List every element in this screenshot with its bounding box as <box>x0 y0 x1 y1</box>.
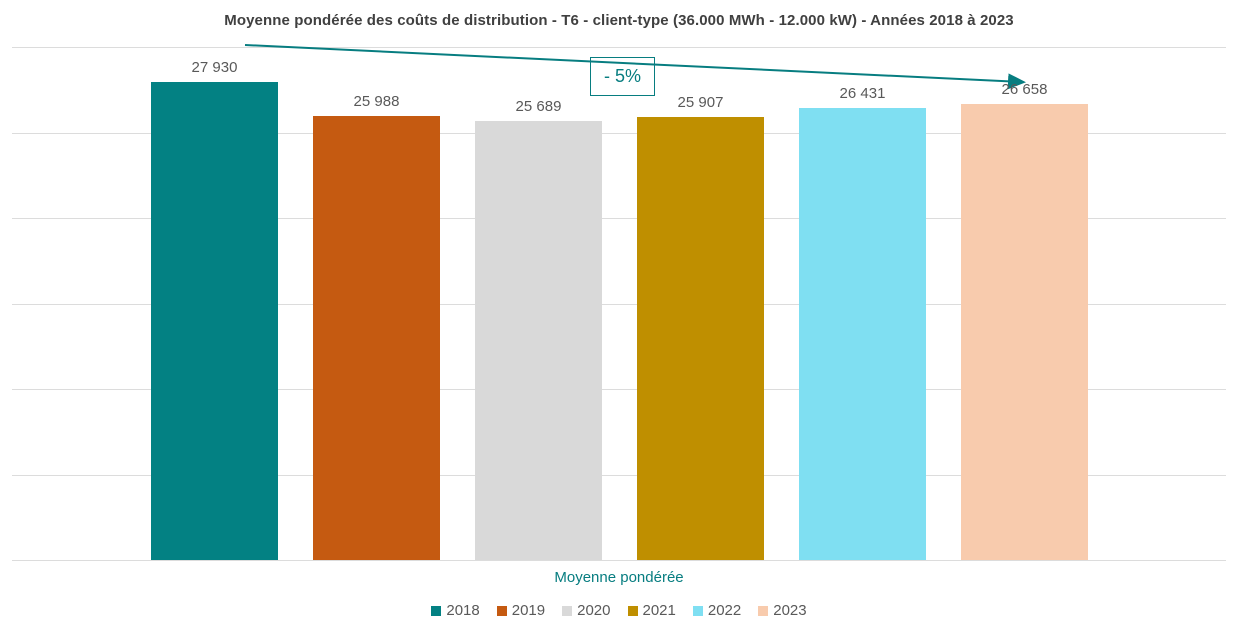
legend-item-2022: 2022 <box>692 602 742 619</box>
legend-swatch-icon <box>562 605 573 616</box>
legend-label: 2022 <box>707 602 742 619</box>
data-label-2021: 25 907 <box>677 94 724 111</box>
gridline <box>12 560 1226 561</box>
x-axis-label: Moyenne pondérée <box>554 569 684 586</box>
bar-2019 <box>313 116 440 560</box>
gridline <box>12 133 1226 134</box>
legend-item-2019: 2019 <box>496 602 546 619</box>
annotation-box: - 5% <box>590 57 655 96</box>
legend-swatch-icon <box>431 605 442 616</box>
data-label-2019: 25 988 <box>353 93 400 110</box>
bar-2023 <box>961 104 1088 560</box>
gridline <box>12 304 1226 305</box>
annotation-label: - 5% <box>603 66 641 86</box>
legend: 2018 2019 2020 2021 2022 2023 <box>0 602 1238 619</box>
data-label-2023: 26 658 <box>1001 81 1048 98</box>
plot-area: - 5% 27 930 25 988 25 689 25 907 26 431 26 65… <box>12 44 1226 561</box>
legend-item-2023: 2023 <box>758 602 807 619</box>
legend-label: 2020 <box>577 602 611 619</box>
legend-item-2021: 2021 <box>627 602 676 619</box>
bar-2018 <box>151 82 278 560</box>
legend-label: 2023 <box>773 602 807 619</box>
legend-swatch-icon <box>627 605 638 616</box>
legend-label: 2021 <box>642 602 676 619</box>
legend-swatch-icon <box>496 605 507 616</box>
legend-item-2020: 2020 <box>562 602 611 619</box>
bar-2020 <box>475 121 602 560</box>
data-label-2022: 26 431 <box>839 85 886 102</box>
legend-item-2018: 2018 <box>431 602 480 619</box>
bar-2021 <box>637 117 764 560</box>
gridline <box>12 389 1226 390</box>
data-label-2018: 27 930 <box>191 59 238 76</box>
legend-swatch-icon <box>692 605 703 616</box>
gridline <box>12 47 1226 48</box>
data-label-2020: 25 689 <box>515 98 562 115</box>
bar-2022 <box>799 108 926 560</box>
gridline <box>12 218 1226 219</box>
gridline <box>12 475 1226 476</box>
legend-label: 2018 <box>446 602 480 619</box>
legend-swatch-icon <box>758 605 769 616</box>
chart-title: Moyenne pondérée des coûts de distributi… <box>224 12 1014 29</box>
legend-label: 2019 <box>511 602 546 619</box>
